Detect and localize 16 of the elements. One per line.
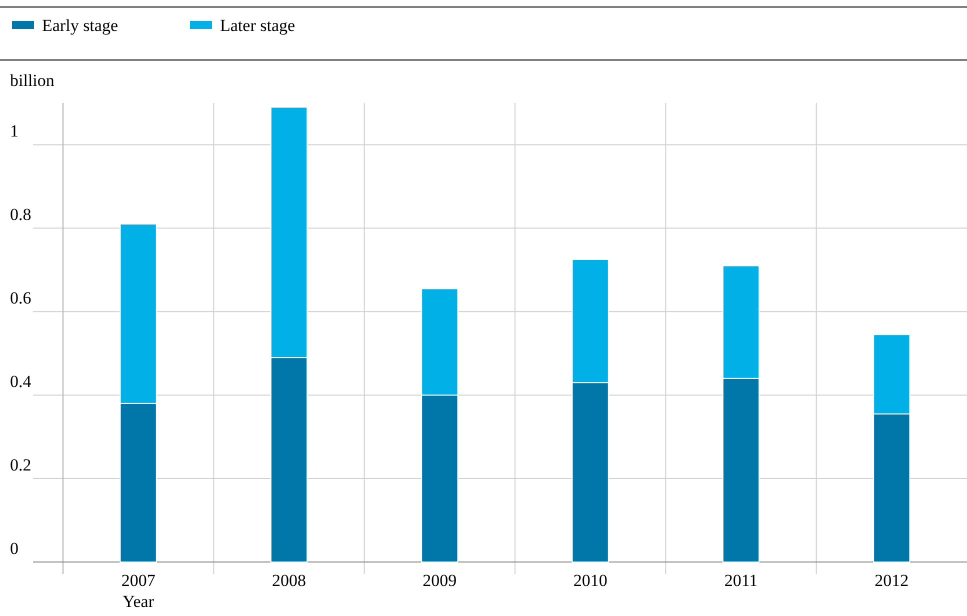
- y-tick-label: 0.4: [10, 372, 32, 392]
- x-tick-label: 2007: [121, 571, 156, 590]
- x-axis-title: Year: [122, 592, 154, 611]
- x-tick-label: 2012: [874, 571, 909, 590]
- x-tick-label: 2010: [573, 571, 608, 590]
- legend-label: Later stage: [220, 16, 296, 35]
- y-tick-label: 0.8: [10, 205, 32, 224]
- x-tick-label: 2008: [272, 571, 306, 590]
- y-tick-label: 0.6: [10, 288, 32, 308]
- y-tick-label: 1: [10, 122, 18, 141]
- y-axis-title: billion: [10, 71, 55, 90]
- y-tick-label: 0: [10, 539, 18, 558]
- x-tick-label: 2009: [422, 571, 457, 590]
- x-tick-label: 2011: [724, 571, 758, 590]
- legend-label: Early stage: [42, 16, 118, 35]
- y-tick-label: 0.2: [10, 456, 32, 475]
